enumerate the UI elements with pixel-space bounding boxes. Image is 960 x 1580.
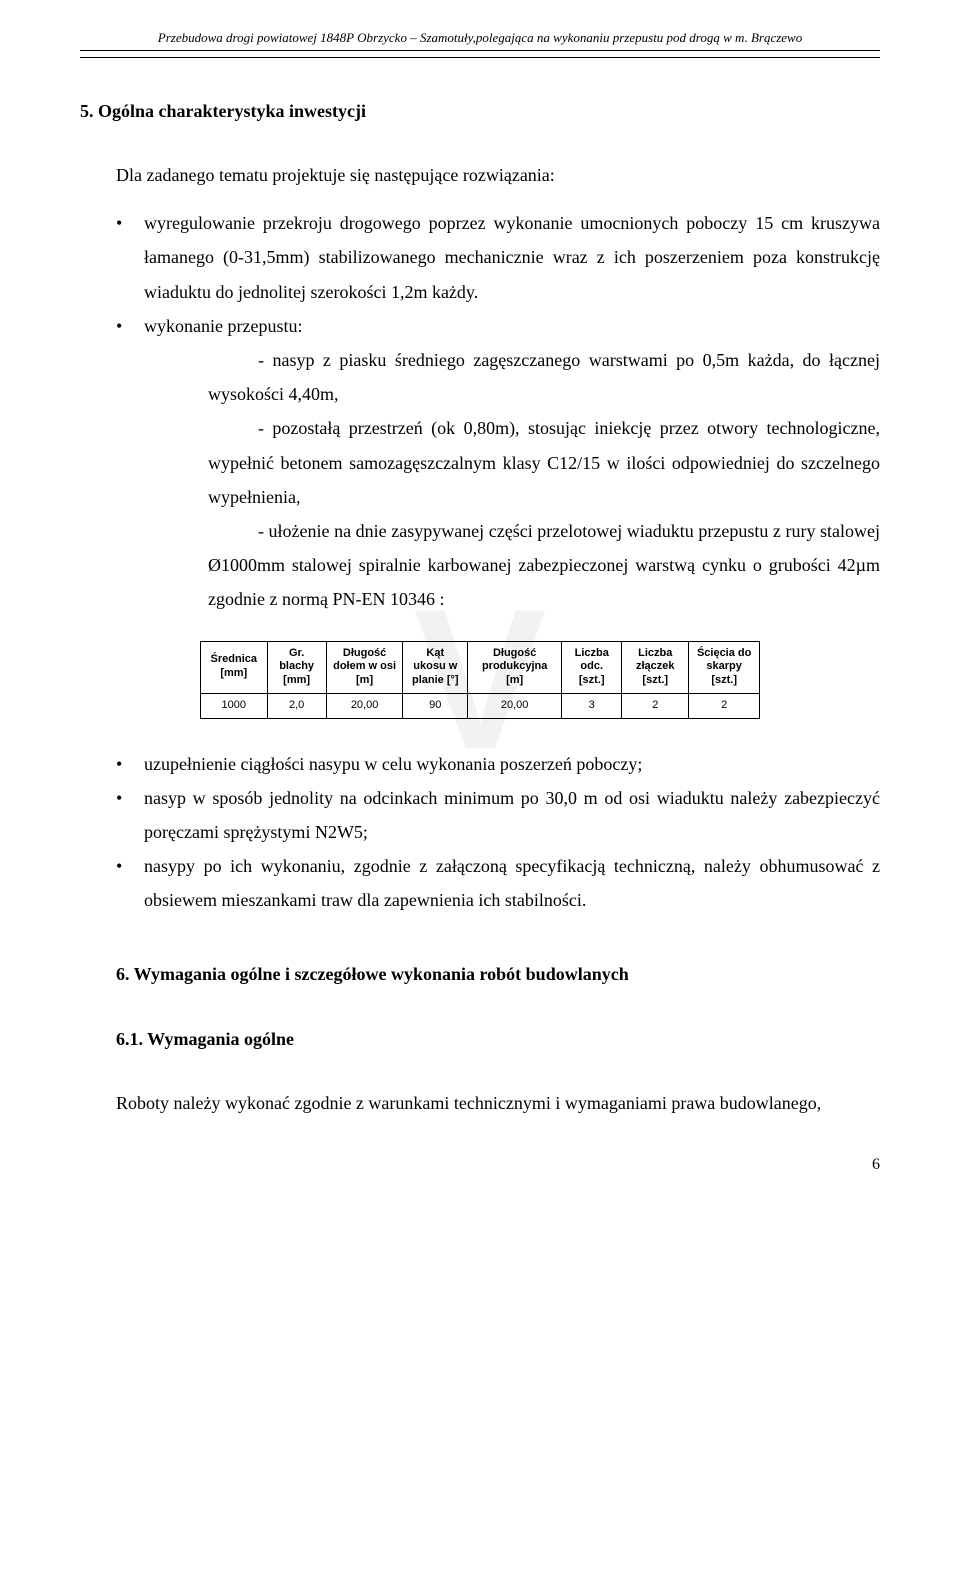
bullet-list-bottom: uzupełnienie ciągłości nasypu w celu wyk… — [80, 747, 880, 918]
bullet-2-sub-3: - ułożenie na dnie zasypywanej części pr… — [144, 514, 880, 617]
col-angle: Kąt ukosu w planie [°] — [403, 641, 468, 693]
bullet-2-head: wykonanie przepustu: — [144, 316, 302, 336]
section-6-heading: 6. Wymagania ogólne i szczegółowe wykona… — [80, 957, 880, 991]
bullet-item-3: uzupełnienie ciągłości nasypu w celu wyk… — [116, 747, 880, 781]
cell-segments: 3 — [562, 693, 622, 718]
cell-angle: 90 — [403, 693, 468, 718]
bullet-item-5: nasypy po ich wykonaniu, zgodnie z załąc… — [116, 849, 880, 917]
spec-table: Średnica [mm] Gr. blachy [mm] Długość do… — [200, 641, 760, 719]
section-6-1-body: Roboty należy wykonać zgodnie z warunkam… — [80, 1086, 880, 1120]
cell-thickness: 2,0 — [267, 693, 326, 718]
cell-connectors: 2 — [622, 693, 689, 718]
cell-diameter: 1000 — [201, 693, 268, 718]
col-segments: Liczba odc. [szt.] — [562, 641, 622, 693]
cell-length-prod: 20,00 — [468, 693, 562, 718]
section-6-1-heading: 6.1. Wymagania ogólne — [80, 1022, 880, 1056]
table-row: 1000 2,0 20,00 90 20,00 3 2 2 — [201, 693, 760, 718]
bullet-item-4: nasyp w sposób jednolity na odcinkach mi… — [116, 781, 880, 849]
cell-cuts: 2 — [689, 693, 760, 718]
bullet-item-1: wyregulowanie przekroju drogowego poprze… — [116, 206, 880, 309]
header-divider — [80, 57, 880, 58]
col-diameter: Średnica [mm] — [201, 641, 268, 693]
cell-length-bottom: 20,00 — [326, 693, 403, 718]
section-5-intro: Dla zadanego tematu projektuje się nastę… — [80, 158, 880, 192]
section-5-heading: 5. Ogólna charakterystyka inwestycji — [80, 94, 880, 128]
bullet-list-top: wyregulowanie przekroju drogowego poprze… — [80, 206, 880, 616]
col-length-prod: Długość produkcyjna [m] — [468, 641, 562, 693]
bullet-item-2: wykonanie przepustu: - nasyp z piasku śr… — [116, 309, 880, 617]
col-connectors: Liczba złączek [szt.] — [622, 641, 689, 693]
bullet-2-sub-2: - pozostałą przestrzeń (ok 0,80m), stosu… — [144, 411, 880, 514]
page-header: Przebudowa drogi powiatowej 1848P Obrzyc… — [80, 30, 880, 51]
col-cuts: Ścięcia do skarpy [szt.] — [689, 641, 760, 693]
col-length-bottom: Długość dołem w osi [m] — [326, 641, 403, 693]
table-header-row: Średnica [mm] Gr. blachy [mm] Długość do… — [201, 641, 760, 693]
page-number: 6 — [80, 1150, 880, 1180]
bullet-2-sub-1: - nasyp z piasku średniego zagęszczanego… — [144, 343, 880, 411]
col-thickness: Gr. blachy [mm] — [267, 641, 326, 693]
spec-table-container: V Średnica [mm] Gr. blachy [mm] Długość … — [200, 641, 760, 719]
